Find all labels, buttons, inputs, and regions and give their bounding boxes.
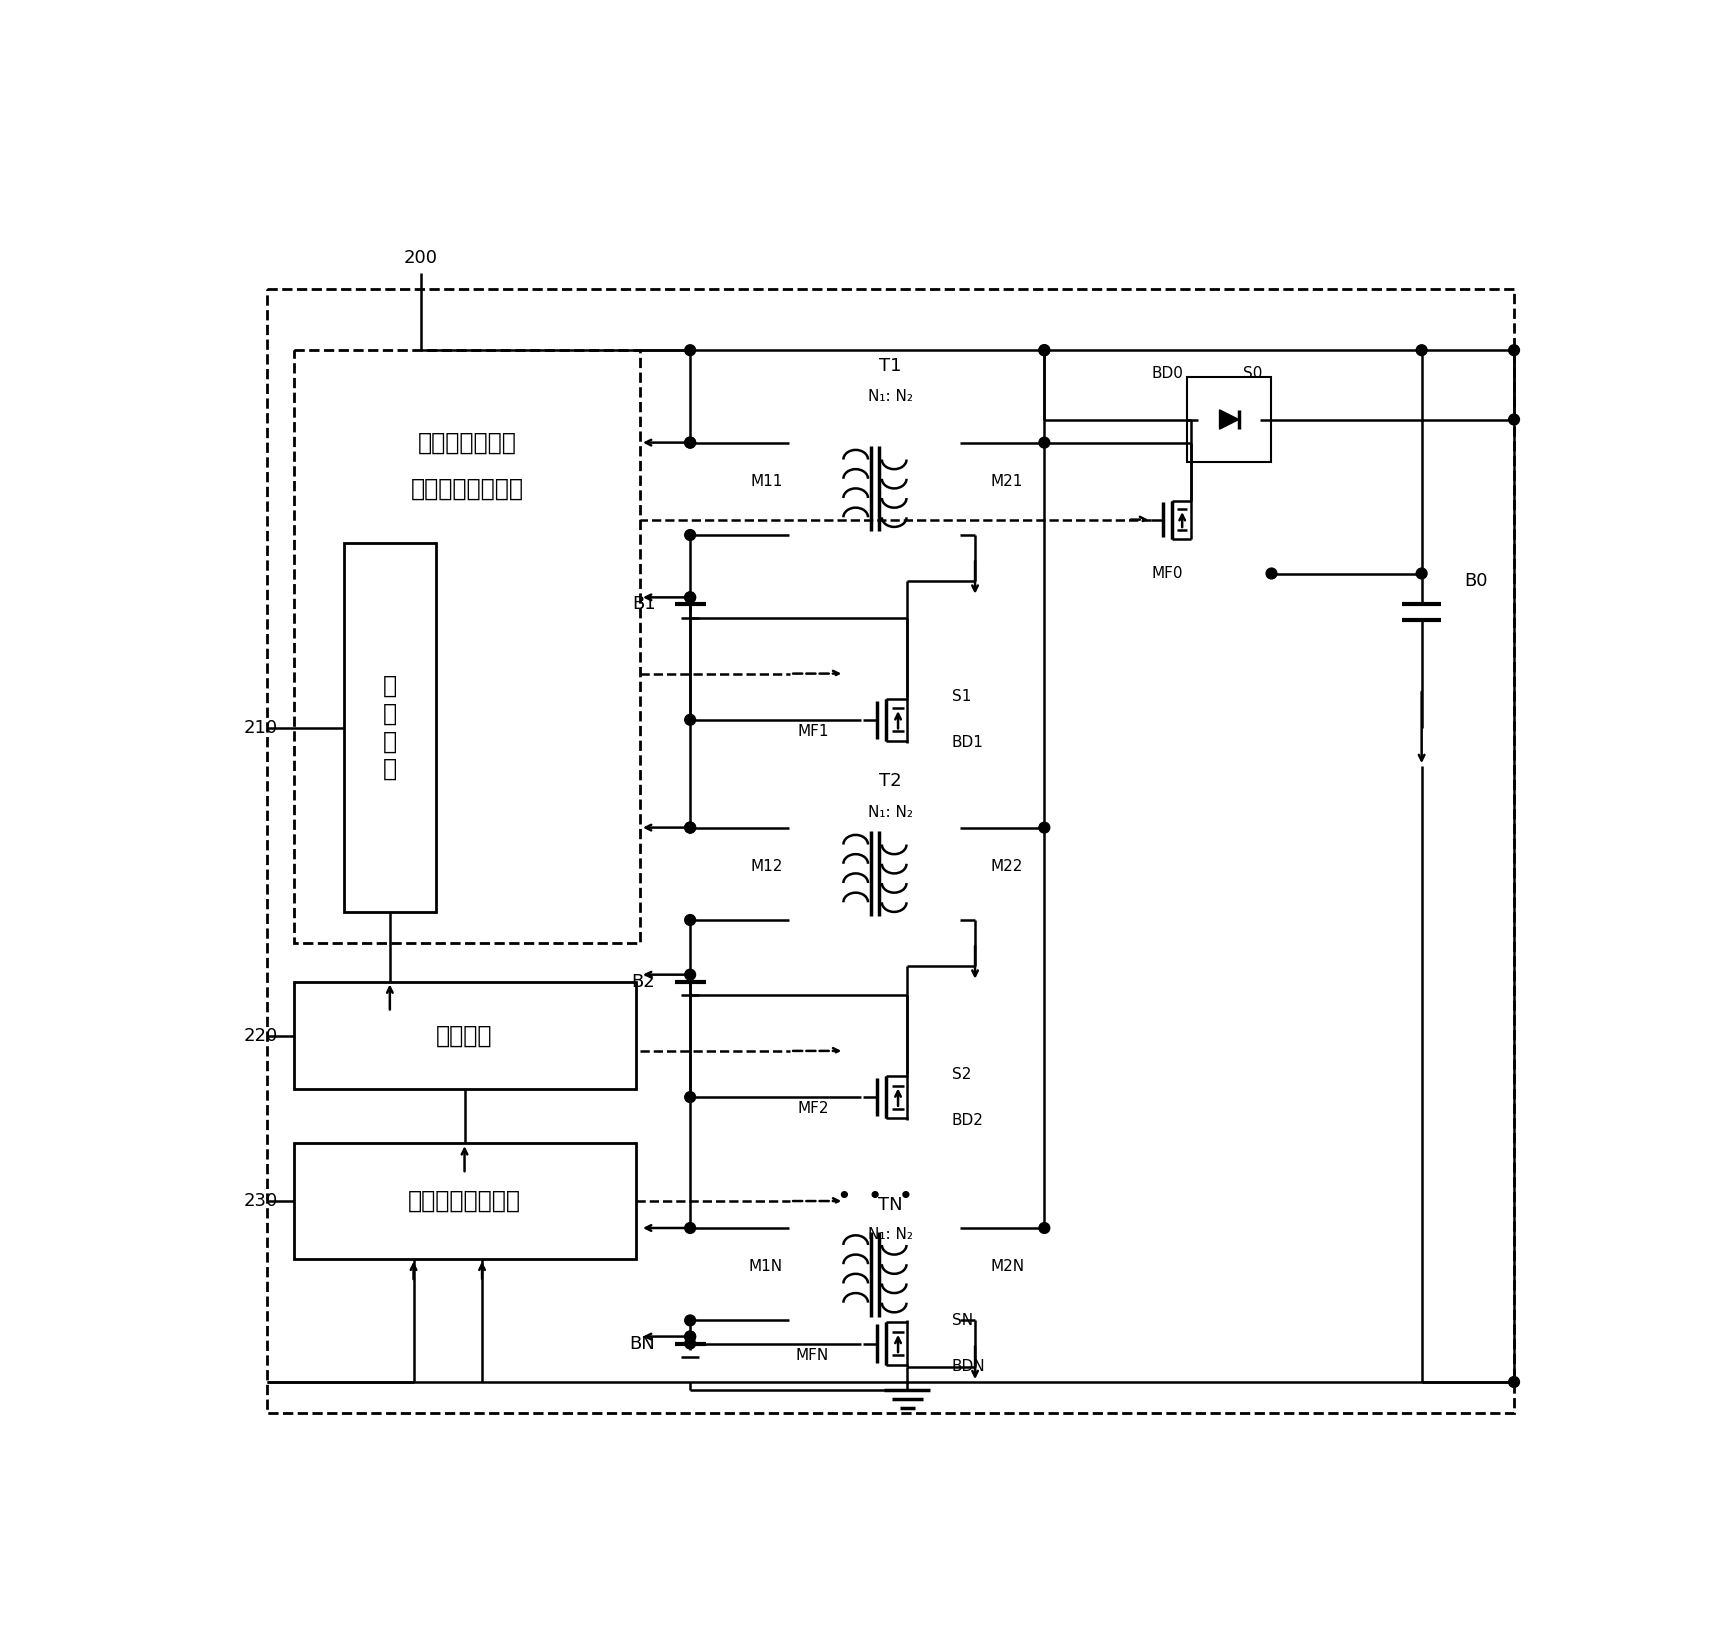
Circle shape [1416, 567, 1426, 579]
Circle shape [685, 714, 695, 726]
Bar [294, 981, 636, 1089]
Text: T2: T2 [878, 772, 901, 790]
Circle shape [1509, 1377, 1520, 1388]
Text: B2: B2 [631, 973, 655, 991]
Text: 210: 210 [244, 718, 278, 736]
Bar [294, 350, 640, 943]
Bar [1186, 378, 1271, 461]
Bar [344, 543, 436, 912]
Circle shape [685, 914, 695, 925]
Text: M11: M11 [750, 474, 783, 489]
Bar [266, 289, 1515, 1413]
Circle shape [1039, 1223, 1050, 1233]
Circle shape [685, 437, 695, 448]
Text: N₁: N₂: N₁: N₂ [868, 389, 913, 404]
Text: 微处理器: 微处理器 [436, 1024, 493, 1048]
Circle shape [685, 1331, 695, 1342]
Circle shape [685, 592, 695, 603]
Text: N₁: N₂: N₁: N₂ [868, 804, 913, 819]
Text: SN: SN [953, 1313, 973, 1328]
Text: BDN: BDN [953, 1359, 986, 1373]
Polygon shape [1219, 410, 1238, 428]
Circle shape [1266, 567, 1278, 579]
Circle shape [685, 1092, 695, 1102]
Text: T1: T1 [878, 356, 901, 374]
Text: BD0: BD0 [1152, 366, 1183, 381]
Text: 开关驱动电路单元: 开关驱动电路单元 [408, 1189, 520, 1213]
Text: MF0: MF0 [1152, 566, 1183, 580]
Circle shape [1039, 345, 1050, 355]
Text: 检
测
单
元: 检 测 单 元 [382, 674, 398, 782]
Circle shape [1039, 345, 1050, 355]
Circle shape [685, 1315, 695, 1326]
Circle shape [685, 437, 695, 448]
Circle shape [1509, 345, 1520, 355]
Circle shape [1509, 414, 1520, 425]
Text: •  •  •: • • • [837, 1185, 913, 1210]
Circle shape [685, 970, 695, 979]
Text: M2N: M2N [991, 1259, 1025, 1274]
Text: M12: M12 [750, 858, 783, 873]
Circle shape [685, 1331, 695, 1342]
Text: B0: B0 [1464, 572, 1487, 590]
Text: BN: BN [629, 1334, 655, 1352]
Circle shape [685, 345, 695, 355]
Circle shape [685, 822, 695, 832]
Text: S0: S0 [1243, 366, 1262, 381]
Text: 220: 220 [244, 1027, 278, 1045]
Text: N₁: N₂: N₁: N₂ [868, 1226, 913, 1241]
Text: M21: M21 [991, 474, 1024, 489]
Text: MFN: MFN [795, 1347, 828, 1362]
Text: 电压感测和开关: 电压感测和开关 [417, 430, 517, 455]
Text: BD1: BD1 [953, 736, 984, 750]
Text: 230: 230 [244, 1192, 278, 1210]
Text: MF2: MF2 [797, 1100, 828, 1117]
Text: TN: TN [878, 1195, 903, 1213]
Text: 驱动信号产生单元: 驱动信号产生单元 [410, 477, 524, 500]
Circle shape [1039, 437, 1050, 448]
Circle shape [1039, 822, 1050, 832]
Text: 200: 200 [403, 249, 437, 267]
Circle shape [1416, 345, 1426, 355]
Text: M1N: M1N [749, 1259, 783, 1274]
Text: S2: S2 [953, 1066, 972, 1081]
Text: M22: M22 [991, 858, 1024, 873]
Circle shape [685, 530, 695, 541]
Bar [294, 1143, 636, 1259]
Text: MF1: MF1 [797, 724, 828, 739]
Text: B1: B1 [631, 595, 655, 613]
Circle shape [685, 822, 695, 832]
Text: S1: S1 [953, 690, 972, 705]
Circle shape [685, 1337, 695, 1349]
Circle shape [685, 1223, 695, 1233]
Circle shape [685, 592, 695, 603]
Text: BD2: BD2 [953, 1113, 984, 1128]
